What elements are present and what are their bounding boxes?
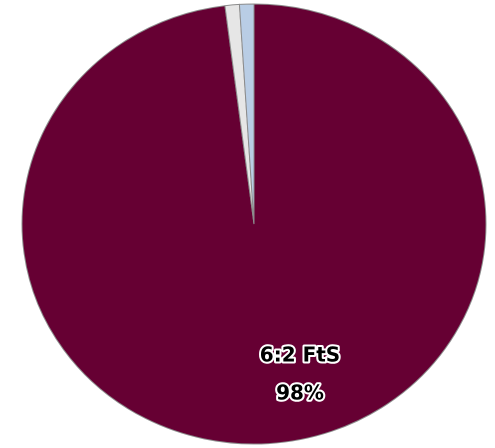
slice-value-label: 98% — [276, 381, 324, 405]
slice-label: 6:2 FtS — [260, 343, 340, 367]
pie-slice — [238, 3, 255, 225]
